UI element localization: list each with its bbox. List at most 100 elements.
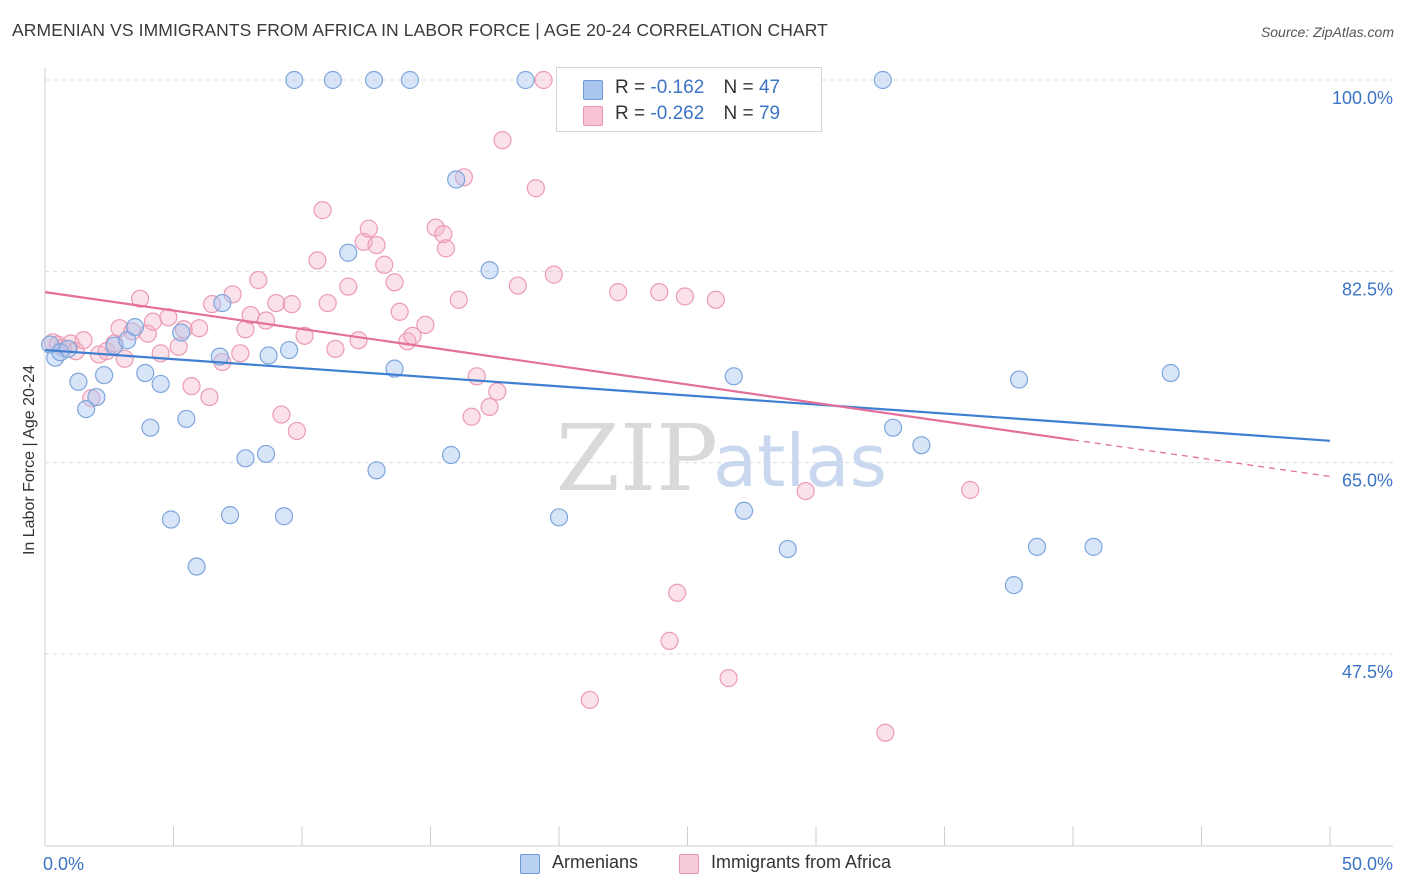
y-tick-label: 100.0% [1332, 88, 1393, 108]
africa-point [308, 251, 327, 270]
africa-point [526, 179, 545, 198]
legend-row-africa: R = -0.262 N = 79 [583, 103, 781, 126]
africa-point [467, 367, 486, 386]
armenian-point [724, 367, 743, 386]
armenian-point [480, 261, 499, 280]
armenian-point [151, 374, 170, 394]
points-armenians [41, 70, 1180, 595]
y-axis-title: In Labor Force | Age 20-24 [21, 364, 38, 556]
legend-r-label: R = [615, 103, 646, 124]
armenian-point [161, 510, 181, 529]
armenian-point [385, 359, 404, 378]
armenian-point [734, 501, 754, 520]
armenian-point [87, 387, 106, 407]
africa-point [339, 277, 358, 296]
armenian-point [210, 347, 229, 366]
africa-point [668, 583, 687, 602]
bottom-swatch-africa [679, 854, 699, 874]
armenian-point [259, 346, 278, 365]
armenian-point [236, 449, 255, 468]
africa-point [609, 283, 628, 302]
africa-point [313, 201, 332, 220]
armenian-point [447, 170, 466, 189]
armenian-point [400, 70, 420, 90]
africa-point [318, 293, 337, 313]
armenian-point [339, 243, 358, 262]
africa-point [706, 290, 725, 309]
chart-title: ARMENIAN VS IMMIGRANTS FROM AFRICA IN LA… [12, 20, 828, 40]
armenian-point [95, 366, 114, 385]
armenian-point [172, 323, 191, 342]
armenian-point [136, 363, 155, 383]
legend-n-value-africa: 79 [758, 103, 781, 124]
africa-point [169, 337, 188, 356]
watermark-atlas: atlas [713, 419, 887, 503]
africa-point [544, 265, 563, 284]
x-tick-label-min: 0.0% [43, 854, 84, 874]
armenian-point [46, 348, 65, 367]
africa-point [534, 70, 553, 90]
africa-point [390, 302, 409, 321]
armenian-point [69, 372, 88, 391]
bottom-legend-armenians: Armenians [520, 852, 639, 874]
tick-labels: 47.5% 65.0% 82.5% 100.0% 0.0% 50.0% [43, 88, 1393, 874]
bottom-legend-label-armenians: Armenians [552, 852, 639, 872]
africa-point [267, 293, 286, 313]
armenian-point [125, 317, 145, 337]
bottom-swatch-armenians [520, 854, 540, 874]
trend-line-armenians [44, 348, 1331, 442]
africa-point [375, 255, 394, 274]
armenian-point [367, 461, 386, 480]
armenian-point [220, 506, 240, 525]
legend-n-value-armenians: 47 [758, 77, 781, 98]
armenian-point [778, 539, 797, 559]
armenian-point [59, 339, 78, 359]
armenian-point [77, 399, 96, 419]
armenian-point [1027, 537, 1047, 556]
legend-n-label: N = [723, 103, 754, 124]
africa-point [287, 421, 306, 441]
armenian-point [323, 70, 342, 90]
africa-point [660, 631, 679, 650]
africa-point [367, 235, 386, 255]
armenian-point [1004, 576, 1023, 595]
africa-point [436, 239, 456, 258]
africa-point [675, 287, 695, 306]
africa-point [200, 387, 219, 407]
armenian-point [285, 70, 304, 90]
africa-point [282, 295, 301, 314]
legend: R = -0.162 N = 47 R = -0.262 N = 79 [556, 67, 822, 132]
africa-point [130, 289, 150, 308]
armenian-point [256, 444, 276, 464]
africa-point [416, 315, 435, 335]
africa-point [796, 481, 815, 501]
watermark-zip: ZIP [556, 405, 718, 512]
africa-point [272, 405, 291, 424]
africa-point [961, 480, 980, 500]
armenian-point [280, 340, 299, 360]
legend-r-label: R = [615, 77, 646, 98]
africa-point [295, 326, 314, 345]
africa-point [449, 290, 468, 309]
trend-line-africa-extrapolated [1072, 439, 1334, 478]
africa-point [719, 668, 738, 688]
armenian-point [213, 293, 232, 313]
africa-point [326, 339, 345, 359]
africa-point [143, 312, 163, 331]
africa-point [493, 131, 512, 150]
source-label: Source: ZipAtlas.com [1260, 24, 1394, 40]
africa-point [74, 331, 93, 350]
legend-row-armenians: R = -0.162 N = 47 [583, 77, 781, 100]
trend-lines [44, 291, 1334, 478]
watermark: ZIP atlas [556, 405, 887, 512]
x-tick-label-max: 50.0% [1342, 854, 1393, 874]
africa-point [359, 219, 378, 238]
armenian-point [1084, 537, 1103, 556]
armenian-point [187, 557, 206, 576]
africa-point [508, 276, 527, 295]
bottom-legend-africa: Immigrants from Africa [679, 852, 891, 874]
africa-point [480, 397, 499, 417]
legend-swatch-africa [583, 106, 603, 126]
africa-point [231, 344, 250, 363]
